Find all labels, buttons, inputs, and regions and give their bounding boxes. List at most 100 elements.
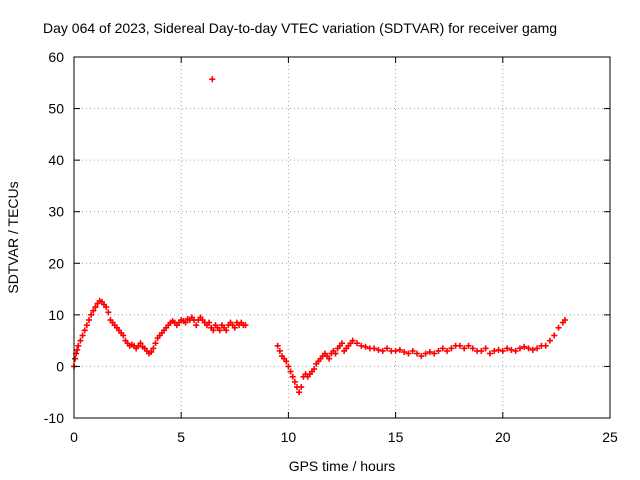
data-point	[504, 345, 511, 352]
data-point	[555, 324, 562, 331]
data-point	[276, 347, 283, 354]
data-point	[444, 347, 451, 354]
data-point	[379, 347, 386, 354]
data-point	[242, 322, 249, 329]
data-point	[74, 346, 81, 353]
data-point	[448, 345, 455, 352]
chart-title: Day 064 of 2023, Sidereal Day-to-day VTE…	[43, 20, 557, 36]
y-axis-label: SDTVAR / TECUs	[5, 181, 21, 293]
data-point	[405, 350, 412, 357]
data-point	[72, 355, 79, 362]
data-point	[193, 322, 200, 329]
data-point	[456, 342, 463, 349]
data-point	[86, 317, 93, 324]
data-point	[551, 332, 558, 339]
data-point	[354, 340, 361, 347]
data-point	[75, 342, 82, 349]
y-tick-label: 30	[48, 204, 64, 220]
data-point	[231, 324, 238, 331]
x-tick-label: 0	[70, 429, 78, 445]
data-point	[358, 342, 365, 349]
data-point	[182, 319, 189, 326]
data-point	[561, 317, 568, 324]
data-point	[206, 319, 213, 326]
x-tick-label: 10	[281, 429, 297, 445]
data-point	[529, 346, 536, 353]
data-point	[465, 342, 472, 349]
data-point	[283, 358, 290, 365]
data-point	[426, 348, 433, 355]
data-point	[534, 345, 541, 352]
data-point	[478, 347, 485, 354]
data-point	[120, 332, 127, 339]
data-point	[349, 337, 356, 344]
data-point	[396, 346, 403, 353]
data-point	[311, 366, 318, 373]
data-point	[375, 346, 382, 353]
data-point	[521, 343, 528, 350]
data-point	[92, 304, 99, 311]
data-point	[461, 345, 468, 352]
data-point	[491, 347, 498, 354]
data-point	[210, 327, 217, 334]
data-point	[152, 340, 159, 347]
data-point	[414, 350, 421, 357]
data-point	[409, 347, 416, 354]
data-point	[137, 340, 144, 347]
x-tick-label: 15	[388, 429, 404, 445]
grid	[74, 57, 610, 418]
data-point	[332, 350, 339, 357]
data-point	[291, 378, 298, 385]
y-tick-label: 60	[48, 49, 64, 65]
data-point	[431, 350, 438, 357]
data-point	[516, 345, 523, 352]
data-point	[439, 345, 446, 352]
data-point	[105, 309, 112, 316]
data-point	[508, 346, 515, 353]
x-tick-label: 25	[602, 429, 618, 445]
y-tick-label: 20	[48, 255, 64, 271]
data-point	[216, 327, 223, 334]
data-point	[83, 322, 90, 329]
data-point	[495, 346, 502, 353]
data-point	[512, 347, 519, 354]
data-point	[401, 348, 408, 355]
y-tick-label: 10	[48, 307, 64, 323]
axis-ticks: 0 5 10 15 20 25 -10 0 10 20 30 40 50 60	[44, 49, 618, 445]
x-tick-label: 5	[177, 429, 185, 445]
data-point	[88, 311, 95, 318]
data-point	[79, 332, 86, 339]
data-point	[546, 337, 553, 344]
data-point	[274, 342, 281, 349]
data-series	[71, 76, 568, 396]
data-point	[285, 363, 292, 370]
y-tick-label: 40	[48, 152, 64, 168]
data-point	[339, 340, 345, 347]
data-point	[384, 345, 391, 352]
data-point	[296, 389, 303, 396]
data-point	[81, 327, 88, 334]
data-point	[223, 327, 230, 334]
data-point	[326, 355, 333, 362]
data-point	[499, 347, 506, 354]
data-point	[392, 347, 399, 354]
data-point	[422, 350, 429, 357]
data-point	[209, 76, 216, 83]
data-point	[482, 345, 489, 352]
x-axis-label: GPS time / hours	[289, 458, 396, 474]
data-point	[103, 304, 110, 311]
data-point	[148, 348, 155, 355]
data-point	[287, 368, 294, 375]
data-point	[435, 347, 442, 354]
y-tick-label: -10	[44, 410, 64, 426]
data-point	[77, 337, 84, 344]
data-point	[90, 307, 97, 314]
data-point	[542, 342, 549, 349]
plot-frame	[73, 56, 611, 419]
data-point	[525, 345, 532, 352]
data-point	[150, 345, 157, 352]
data-point	[289, 373, 296, 380]
data-point	[362, 343, 369, 350]
y-tick-label: 50	[48, 101, 64, 117]
